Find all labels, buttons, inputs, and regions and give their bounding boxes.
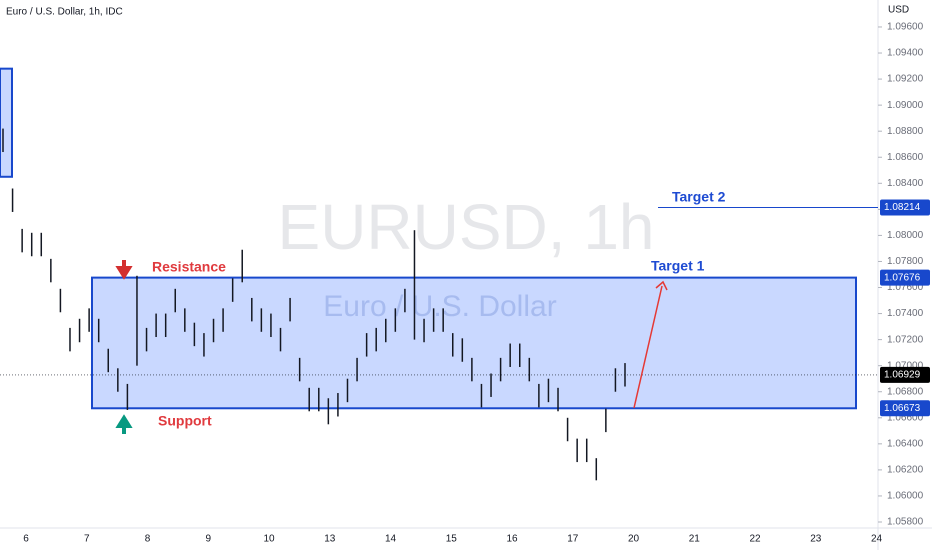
- y-tick-label: 1.06400: [887, 438, 924, 449]
- x-tick-label: 17: [567, 534, 579, 545]
- y-tick-label: 1.08000: [887, 230, 924, 241]
- y-tick-label: 1.06800: [887, 386, 924, 397]
- y-tick-label: 1.09000: [887, 100, 924, 111]
- y-tick-label: 1.08600: [887, 152, 924, 163]
- x-tick-label: 7: [84, 534, 90, 545]
- price-tag-label: 1.06673: [884, 403, 921, 414]
- y-tick-label: 1.09600: [887, 22, 924, 33]
- y-tick-label: 1.07400: [887, 308, 924, 319]
- resistance-arrow: [115, 260, 133, 280]
- x-tick-label: 20: [628, 534, 640, 545]
- axis-unit: USD: [888, 5, 909, 16]
- y-tick-label: 1.08800: [887, 126, 924, 137]
- target1-label: Target 1: [651, 258, 705, 274]
- price-tag-label: 1.06929: [884, 370, 921, 381]
- x-tick-label: 14: [385, 534, 397, 545]
- x-tick-label: 24: [871, 534, 883, 545]
- x-tick-label: 8: [145, 534, 151, 545]
- zone: [0, 67, 13, 178]
- y-tick-label: 1.07200: [887, 334, 924, 345]
- y-tick-label: 1.07600: [887, 282, 924, 293]
- x-tick-label: 15: [446, 534, 458, 545]
- marks: [0, 67, 878, 481]
- y-tick-label: 1.06600: [887, 412, 924, 423]
- resistance-label: Resistance: [152, 259, 226, 275]
- y-tick-label: 1.09400: [887, 48, 924, 59]
- y-tick-label: 1.07800: [887, 256, 924, 267]
- y-tick-label: 1.06200: [887, 465, 924, 476]
- chart-title: Euro / U.S. Dollar, 1h, IDC: [6, 7, 123, 18]
- x-tick-label: 22: [749, 534, 761, 545]
- projection-arrowhead: [655, 280, 668, 291]
- x-tick-label: 10: [263, 534, 275, 545]
- x-tick-label: 16: [506, 534, 518, 545]
- y-tick-label: 1.05800: [887, 517, 924, 528]
- target2-label: Target 2: [672, 189, 726, 205]
- x-tick-label: 6: [23, 534, 29, 545]
- x-tick-label: 9: [205, 534, 211, 545]
- price-tag: [880, 199, 930, 216]
- y-tick-label: 1.09200: [887, 74, 924, 85]
- watermark-subtitle: Euro / U.S. Dollar: [323, 290, 556, 323]
- price-tag: [880, 269, 930, 286]
- watermark: EURUSD, 1h: [278, 191, 655, 263]
- price-tag-label: 1.08214: [884, 202, 921, 213]
- y-tick-label: 1.08400: [887, 178, 924, 189]
- x-tick-label: 13: [324, 534, 336, 545]
- y-tick-label: 1.06000: [887, 491, 924, 502]
- zone: [91, 276, 857, 410]
- y-tick-label: 1.07000: [887, 360, 924, 371]
- support-arrow: [115, 414, 133, 434]
- price-tag-label: 1.07676: [884, 272, 921, 283]
- price-tag: [880, 400, 930, 417]
- projection-line: [633, 285, 663, 409]
- price-tag: [880, 366, 930, 383]
- x-tick-label: 21: [689, 534, 701, 545]
- support-label: Support: [158, 413, 212, 429]
- x-tick-label: 23: [810, 534, 822, 545]
